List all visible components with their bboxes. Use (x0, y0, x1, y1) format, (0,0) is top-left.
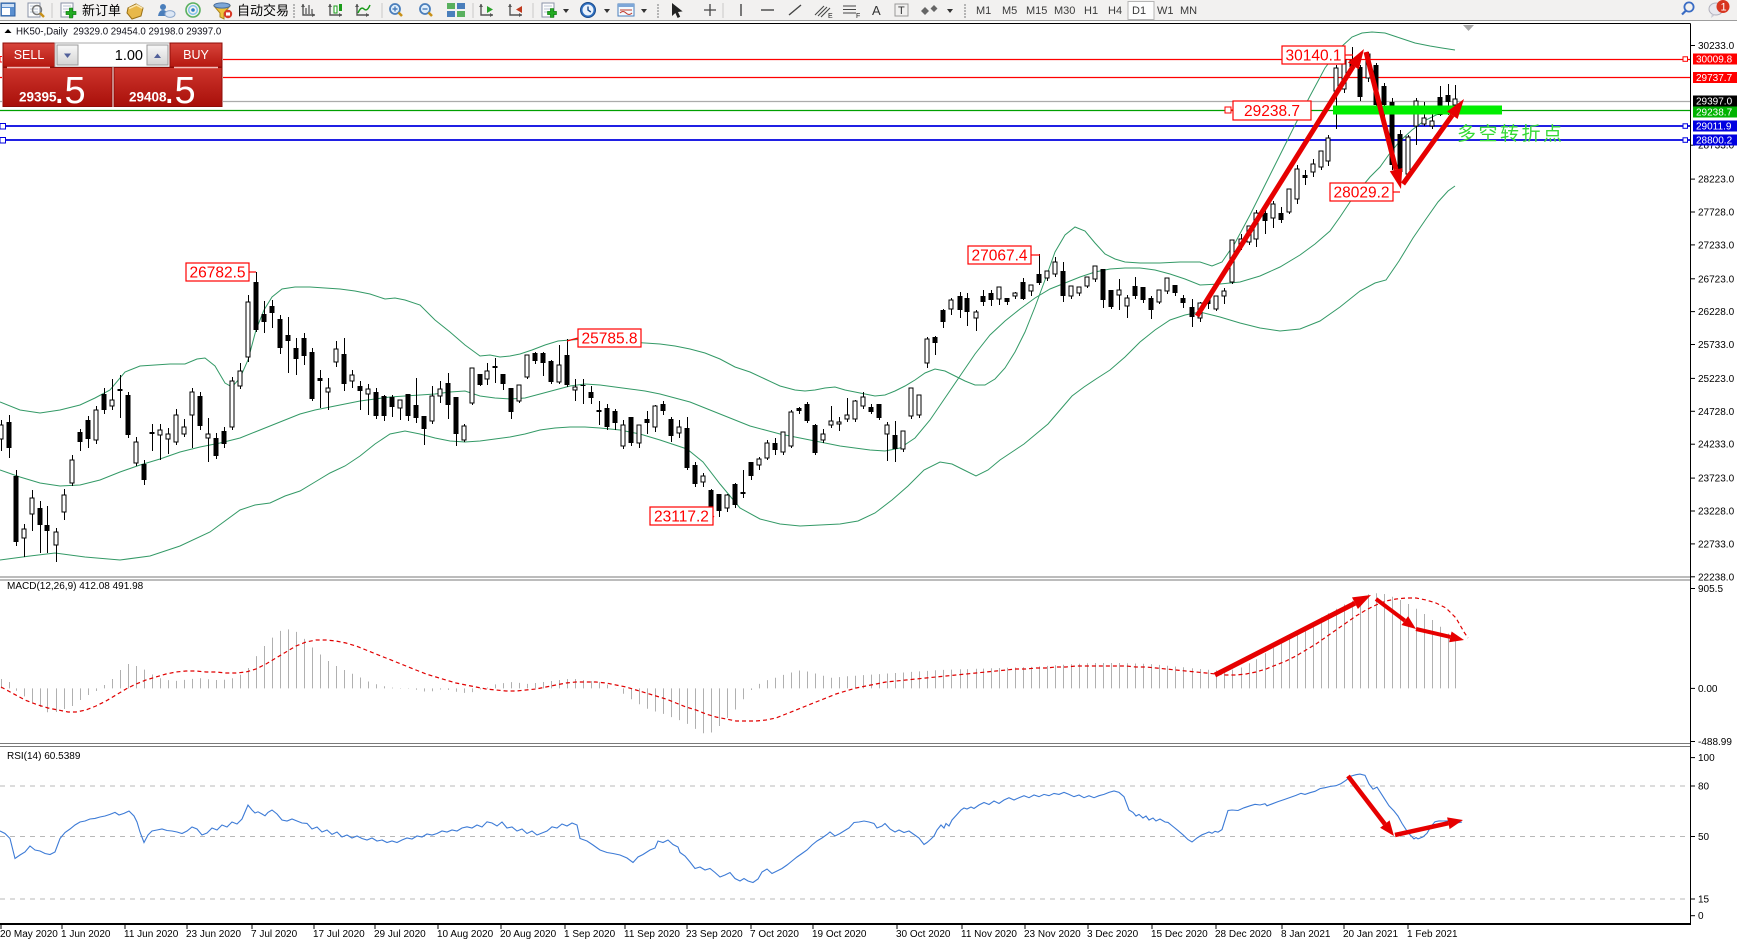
svg-text:MACD(12,26,9) 412.08 491.98: MACD(12,26,9) 412.08 491.98 (7, 581, 144, 592)
svg-text:30 Oct 2020: 30 Oct 2020 (896, 929, 951, 940)
svg-text:自动交易: 自动交易 (237, 3, 289, 18)
svg-text:22238.0: 22238.0 (1698, 572, 1735, 583)
svg-text:1 Jun 2020: 1 Jun 2020 (61, 929, 111, 940)
svg-text:新订单: 新订单 (82, 3, 121, 18)
svg-text:28733.0: 28733.0 (1698, 141, 1735, 152)
svg-text:20 Aug 2020: 20 Aug 2020 (500, 929, 557, 940)
svg-text:H4: H4 (1108, 5, 1122, 17)
svg-text:15 Dec 2020: 15 Dec 2020 (1151, 929, 1208, 940)
svg-text:100: 100 (1698, 753, 1715, 764)
svg-text:23 Nov 2020: 23 Nov 2020 (1024, 929, 1081, 940)
svg-text:15: 15 (1698, 895, 1710, 906)
svg-text:50: 50 (1698, 832, 1710, 843)
svg-text:25733.0: 25733.0 (1698, 340, 1735, 351)
svg-text:SELL: SELL (14, 48, 45, 62)
svg-text:D1: D1 (1132, 5, 1146, 17)
svg-text:-488.99: -488.99 (1698, 737, 1732, 748)
svg-text:29408: 29408 (129, 90, 167, 105)
svg-text:23 Sep 2020: 23 Sep 2020 (686, 929, 743, 940)
svg-text:25223.0: 25223.0 (1698, 374, 1735, 385)
svg-text:3 Dec 2020: 3 Dec 2020 (1087, 929, 1139, 940)
svg-text:0: 0 (1698, 911, 1704, 922)
svg-text:1: 1 (1721, 2, 1727, 14)
svg-text:26723.0: 26723.0 (1698, 274, 1735, 285)
svg-text:29397.0: 29397.0 (1696, 97, 1733, 108)
svg-text:11 Nov 2020: 11 Nov 2020 (961, 929, 1017, 940)
svg-text:27233.0: 27233.0 (1698, 240, 1735, 251)
svg-text:26782.5: 26782.5 (189, 265, 245, 282)
svg-text:M5: M5 (1002, 5, 1017, 17)
svg-text:905.5: 905.5 (1698, 584, 1723, 595)
svg-text:HK50-,Daily 29329.0 29454.0 2: HK50-,Daily 29329.0 29454.0 29198.0 2939… (16, 27, 222, 38)
svg-text:.5: .5 (54, 70, 86, 112)
svg-text:23228.0: 23228.0 (1698, 507, 1735, 518)
svg-text:29395: 29395 (19, 90, 57, 105)
svg-text:23 Jun 2020: 23 Jun 2020 (186, 929, 241, 940)
svg-text:29238.7: 29238.7 (1244, 103, 1300, 120)
svg-text:24728.0: 24728.0 (1698, 407, 1735, 418)
svg-text:27728.0: 27728.0 (1698, 208, 1735, 219)
svg-text:29 Jul 2020: 29 Jul 2020 (374, 929, 426, 940)
svg-text:23723.0: 23723.0 (1698, 474, 1735, 485)
svg-text:24233.0: 24233.0 (1698, 440, 1735, 451)
svg-text:25785.8: 25785.8 (581, 331, 637, 348)
svg-text:M1: M1 (976, 5, 991, 17)
svg-text:T: T (898, 5, 905, 17)
svg-text:27067.4: 27067.4 (971, 248, 1027, 265)
svg-text:11 Sep 2020: 11 Sep 2020 (624, 929, 680, 940)
svg-text:28 Dec 2020: 28 Dec 2020 (1215, 929, 1272, 940)
svg-text:29737.7: 29737.7 (1696, 73, 1733, 84)
svg-text:29011.9: 29011.9 (1696, 122, 1732, 133)
svg-text:30233.0: 30233.0 (1698, 41, 1735, 52)
svg-text:8 Jan 2021: 8 Jan 2021 (1281, 929, 1331, 940)
svg-text:W1: W1 (1157, 5, 1174, 17)
svg-text:A: A (872, 3, 881, 18)
svg-text:RSI(14) 60.5389: RSI(14) 60.5389 (7, 751, 81, 762)
svg-text:10 Aug 2020: 10 Aug 2020 (437, 929, 494, 940)
svg-text:M30: M30 (1054, 5, 1075, 17)
svg-text:多空转折点: 多空转折点 (1457, 123, 1565, 145)
svg-text:1.00: 1.00 (115, 48, 143, 64)
svg-text:BUY: BUY (183, 48, 209, 62)
svg-text:28800.2: 28800.2 (1696, 136, 1733, 147)
svg-text:11 Jun 2020: 11 Jun 2020 (124, 929, 179, 940)
svg-text:7 Oct 2020: 7 Oct 2020 (750, 929, 799, 940)
svg-text:.5: .5 (164, 70, 196, 112)
svg-text:E: E (828, 13, 833, 20)
svg-text:22733.0: 22733.0 (1698, 539, 1735, 550)
svg-text:30009.8: 30009.8 (1696, 55, 1733, 66)
svg-text:17 Jul 2020: 17 Jul 2020 (313, 929, 365, 940)
svg-text:1 Sep 2020: 1 Sep 2020 (564, 929, 616, 940)
svg-text:20 Jan 2021: 20 Jan 2021 (1343, 929, 1398, 940)
svg-text:H1: H1 (1084, 5, 1098, 17)
svg-text:MN: MN (1180, 5, 1197, 17)
svg-text:M15: M15 (1026, 5, 1047, 17)
svg-text:7 Jul 2020: 7 Jul 2020 (251, 929, 298, 940)
svg-text:20 May 2020: 20 May 2020 (0, 929, 58, 940)
svg-text:0.00: 0.00 (1698, 684, 1718, 695)
svg-text:28223.0: 28223.0 (1698, 175, 1735, 186)
svg-text:28029.2: 28029.2 (1333, 185, 1389, 202)
svg-text:30140.1: 30140.1 (1285, 48, 1341, 65)
svg-text:F: F (856, 13, 860, 20)
svg-text:19 Oct 2020: 19 Oct 2020 (812, 929, 867, 940)
svg-text:23117.2: 23117.2 (654, 509, 709, 526)
svg-text:80: 80 (1698, 782, 1710, 793)
svg-text:29238.7: 29238.7 (1696, 108, 1733, 119)
svg-text:26228.0: 26228.0 (1698, 307, 1735, 318)
svg-text:1 Feb 2021: 1 Feb 2021 (1407, 929, 1458, 940)
